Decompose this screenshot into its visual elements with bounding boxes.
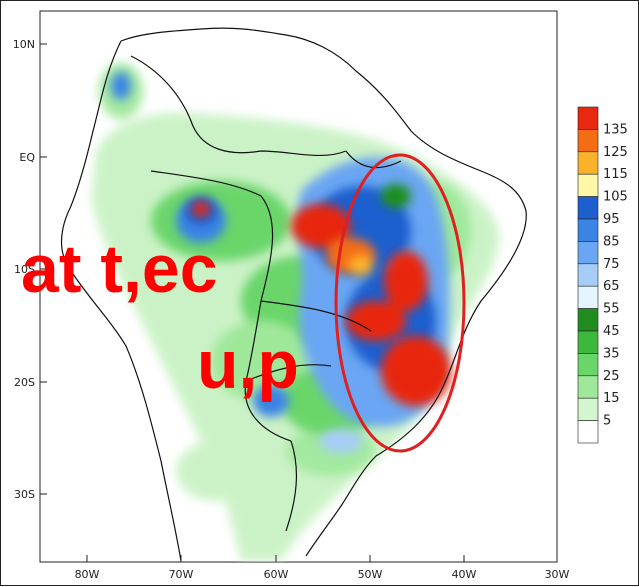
lon-label: 60W — [264, 568, 289, 581]
colorbar-label: 15 — [603, 391, 620, 406]
colorbar-swatch — [577, 173, 599, 197]
lat-label: 30S — [14, 488, 35, 501]
lat-label: 10N — [13, 38, 35, 51]
colorbar-swatch — [577, 308, 599, 332]
lon-label: 50W — [358, 568, 383, 581]
colorbar-swatch — [577, 106, 599, 130]
colorbar-label: 85 — [603, 234, 620, 249]
colorbar-swatch — [577, 263, 599, 287]
colorbar-swatch — [577, 218, 599, 242]
colorbar-swatch — [577, 397, 599, 421]
colorbar-label: 95 — [603, 212, 620, 227]
colorbar-swatch — [577, 151, 599, 175]
colorbar-label: 65 — [603, 279, 620, 294]
colorbar-label: 35 — [603, 346, 620, 361]
overlay-text-line1: at t,ec — [21, 231, 218, 307]
colorbar-swatch — [577, 241, 599, 265]
colorbar-swatch — [577, 129, 599, 153]
precip-field — [60, 27, 527, 562]
lat-label: 10S — [14, 263, 35, 276]
lon-axis: 80W 70W 60W 50W 40W 30W — [75, 555, 570, 581]
lon-label: 40W — [452, 568, 477, 581]
colorbar-swatch — [577, 353, 599, 377]
colorbar-swatch — [577, 285, 599, 309]
lon-label: 70W — [169, 568, 194, 581]
colorbar-label: 45 — [603, 324, 620, 339]
colorbar: 135 125 115 105 95 85 75 65 55 45 35 25 15 5 — [577, 106, 628, 444]
colorbar-label: 105 — [603, 190, 628, 205]
colorbar-label: 55 — [603, 302, 620, 317]
coastline — [60, 27, 527, 562]
colorbar-label: 125 — [603, 145, 628, 160]
colorbar-label: 75 — [603, 257, 620, 272]
lat-label: 20S — [14, 376, 35, 389]
overlay-text-line2: u,p — [197, 327, 299, 403]
colorbar-swatch — [577, 330, 599, 354]
lat-axis: 10N EQ 10S 20S 30S — [13, 38, 47, 501]
colorbar-swatch — [577, 196, 599, 220]
colorbar-label: 25 — [603, 369, 620, 384]
lat-label: EQ — [19, 151, 35, 164]
colorbar-label: 115 — [603, 167, 628, 182]
colorbar-label: 135 — [603, 122, 628, 137]
colorbar-swatch — [577, 375, 599, 399]
lon-label: 80W — [75, 568, 100, 581]
highlight-ellipse — [334, 153, 466, 453]
colorbar-label: 5 — [603, 414, 611, 429]
colorbar-swatch — [577, 420, 599, 444]
lon-label: 30W — [545, 568, 570, 581]
